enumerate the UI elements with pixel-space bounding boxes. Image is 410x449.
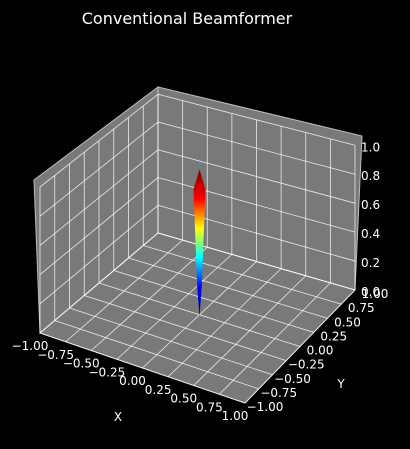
back-grid-z bbox=[157, 177, 356, 233]
z-tick-label: 0.8 bbox=[361, 169, 380, 183]
chart-title: Conventional Beamformer bbox=[82, 9, 293, 28]
x-tick-label: 0.25 bbox=[145, 383, 172, 397]
y-tick-label: 0.50 bbox=[334, 315, 361, 329]
floor-grid-y bbox=[54, 320, 259, 390]
x-tick-label: −1.00 bbox=[12, 339, 49, 353]
back-grid-z bbox=[157, 204, 356, 262]
back-grid-z bbox=[157, 121, 356, 175]
y-tick-label: −1.00 bbox=[247, 400, 284, 414]
x-tick-label: 0.00 bbox=[119, 374, 146, 388]
y-axis-label: Y bbox=[336, 377, 345, 391]
back-grid-z bbox=[157, 149, 356, 204]
z-tick-label: 0.6 bbox=[361, 198, 380, 212]
floor-grid-y bbox=[143, 245, 342, 305]
left-grid-z bbox=[39, 232, 159, 334]
z-tick-label: 0.2 bbox=[361, 256, 380, 270]
y-tick-label: −0.25 bbox=[288, 358, 325, 372]
left-grid-z bbox=[39, 204, 159, 305]
left-grid-z bbox=[39, 121, 159, 217]
back-grid-z bbox=[157, 93, 356, 146]
beam-peak bbox=[193, 169, 206, 317]
floor-grid-y bbox=[128, 257, 328, 319]
x-tick-label: 0.75 bbox=[196, 400, 223, 414]
x-tick-label: 1.00 bbox=[222, 409, 249, 423]
back-grid-z bbox=[157, 232, 356, 291]
x-tick-label: −0.75 bbox=[37, 348, 74, 362]
x-tick-label: 0.50 bbox=[170, 392, 197, 406]
surface-peak bbox=[193, 169, 206, 317]
y-tick-label: −0.75 bbox=[260, 386, 297, 400]
floor-grid-y bbox=[113, 270, 314, 333]
y-tick-label: −0.50 bbox=[274, 372, 311, 386]
x-tick-label: −0.25 bbox=[88, 365, 125, 379]
left-grid-z bbox=[39, 149, 159, 246]
grid-lines bbox=[39, 93, 356, 404]
y-tick-label: 0.75 bbox=[348, 301, 375, 315]
left-grid-z bbox=[39, 177, 159, 275]
y-tick-label: 0.00 bbox=[307, 344, 334, 358]
z-tick-label: 0.4 bbox=[361, 227, 380, 241]
x-tick-label: −0.50 bbox=[63, 357, 100, 371]
z-tick-label: 1.0 bbox=[361, 140, 380, 154]
x-axis-label: X bbox=[114, 410, 122, 424]
z-tick-label: 0.0 bbox=[361, 285, 380, 299]
axis-panes bbox=[33, 86, 363, 404]
y-tick-label: 0.25 bbox=[320, 329, 347, 343]
floor-grid-y bbox=[84, 295, 287, 362]
y-tick-label: 1.00 bbox=[362, 287, 389, 301]
floor-grid-y bbox=[39, 332, 246, 404]
floor-grid-y bbox=[69, 307, 273, 376]
left-grid-z bbox=[39, 93, 159, 188]
axis-ticks: −1.00−0.75−0.50−0.250.000.250.500.751.00… bbox=[12, 140, 389, 423]
